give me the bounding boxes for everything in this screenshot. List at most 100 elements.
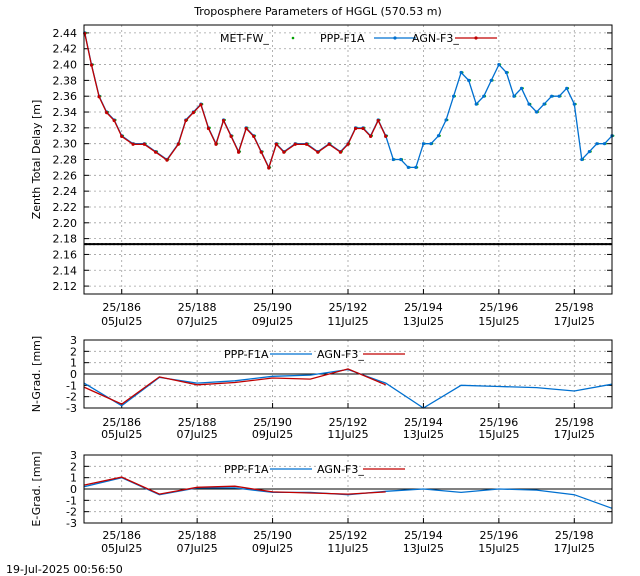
reference-marker — [240, 243, 244, 246]
reference-marker — [468, 243, 472, 246]
x-tick-label-doy: 25/188 — [178, 416, 217, 429]
reference-marker — [560, 243, 564, 246]
data-point-ppp — [421, 142, 426, 146]
y-tick-label: 2.32 — [53, 122, 78, 135]
y-tick-label: -3 — [66, 517, 77, 530]
data-point-ppp — [436, 134, 441, 138]
data-point-agn — [267, 166, 271, 170]
reference-marker — [508, 243, 512, 246]
legend-marker-met — [291, 36, 295, 40]
reference-marker — [252, 243, 256, 246]
legend-label-agn: AGN-F3_ — [317, 463, 364, 476]
reference-marker — [140, 243, 144, 246]
x-tick-label-doy: 25/186 — [102, 301, 141, 314]
reference-marker — [196, 243, 200, 246]
reference-marker — [88, 243, 92, 246]
x-tick-label-doy: 25/194 — [404, 529, 443, 542]
x-tick-label-doy: 25/192 — [329, 529, 368, 542]
data-point-agn — [221, 118, 226, 123]
x-tick-label-date: 17Jul25 — [554, 542, 595, 555]
data-point-ppp — [565, 86, 569, 90]
reference-marker — [392, 243, 396, 246]
data-point-agn — [361, 126, 365, 131]
reference-marker — [460, 243, 464, 246]
y-tick-label: 0 — [70, 483, 77, 496]
y-tick-label: 2.34 — [53, 106, 78, 119]
data-point-agn — [154, 150, 158, 154]
reference-marker — [520, 243, 524, 246]
reference-marker — [228, 243, 232, 246]
reference-marker — [216, 243, 220, 246]
data-point-ppp — [459, 70, 463, 75]
series-line-ppp — [84, 32, 613, 170]
reference-marker — [292, 243, 296, 246]
y-tick-label: 2.12 — [53, 280, 78, 293]
legend-label-ppp: PPP-F1A — [224, 348, 269, 361]
reference-marker — [412, 243, 416, 246]
reference-marker — [212, 243, 216, 246]
reference-marker — [328, 243, 332, 246]
reference-marker — [116, 243, 120, 246]
x-tick-label-doy: 25/190 — [253, 529, 292, 542]
reference-marker — [180, 243, 184, 246]
data-point-agn — [346, 142, 350, 146]
reference-marker — [472, 243, 476, 246]
reference-marker — [564, 243, 568, 246]
reference-marker — [360, 243, 364, 246]
data-point-agn — [353, 126, 358, 131]
x-tick-label-date: 15Jul25 — [478, 428, 519, 441]
reference-marker — [424, 243, 428, 246]
reference-marker — [128, 243, 132, 246]
reference-marker — [168, 243, 172, 246]
data-point-ppp — [497, 62, 501, 67]
reference-marker — [404, 243, 408, 246]
x-tick-label-date: 09Jul25 — [252, 428, 293, 441]
data-point-ppp — [391, 157, 395, 162]
reference-marker — [528, 243, 532, 246]
reference-marker — [376, 243, 380, 246]
reference-marker — [512, 243, 516, 246]
x-tick-label-doy: 25/198 — [555, 529, 594, 542]
reference-marker — [188, 243, 192, 246]
y-tick-label: 2.42 — [53, 43, 78, 56]
reference-marker — [124, 243, 128, 246]
reference-marker — [504, 243, 508, 246]
data-point-ppp — [429, 142, 433, 146]
data-point-agn — [112, 118, 116, 123]
y-tick-label: 2.18 — [53, 233, 78, 246]
data-point-ppp — [399, 157, 403, 162]
data-point-agn — [384, 134, 388, 138]
reference-marker — [408, 243, 412, 246]
data-point-ppp — [557, 94, 561, 98]
reference-marker — [352, 243, 356, 246]
legend-label-ppp: PPP-F1A — [224, 463, 269, 476]
data-point-ppp — [527, 102, 531, 106]
y-tick-label: 2 — [70, 460, 77, 473]
data-point-ppp — [504, 70, 508, 75]
x-tick-label-date: 13Jul25 — [403, 542, 444, 555]
series-line-agn — [83, 476, 386, 495]
y-tick-label: 2.30 — [53, 138, 78, 151]
reference-marker — [492, 243, 496, 246]
data-point-agn — [105, 111, 109, 115]
data-point-agn — [165, 158, 169, 162]
reference-marker — [156, 243, 160, 246]
y-tick-label: 2 — [70, 345, 77, 358]
reference-marker — [336, 243, 340, 246]
timestamp: 19-Jul-2025 00:56:50 — [6, 563, 123, 576]
x-tick-label-date: 15Jul25 — [478, 315, 519, 328]
reference-marker — [488, 243, 492, 246]
data-point-agn — [214, 142, 218, 146]
reference-marker — [296, 243, 300, 246]
reference-marker — [148, 243, 152, 246]
reference-marker — [524, 243, 528, 246]
chart-title: Troposphere Parameters of HGGL (570.53 m… — [193, 5, 442, 18]
reference-marker — [536, 243, 540, 246]
reference-marker — [220, 243, 224, 246]
reference-marker — [576, 243, 580, 246]
data-point-ppp — [482, 94, 486, 98]
reference-marker — [400, 243, 404, 246]
legend-label-ppp: PPP-F1A — [320, 32, 365, 45]
y-tick-label: 2.36 — [53, 90, 78, 103]
